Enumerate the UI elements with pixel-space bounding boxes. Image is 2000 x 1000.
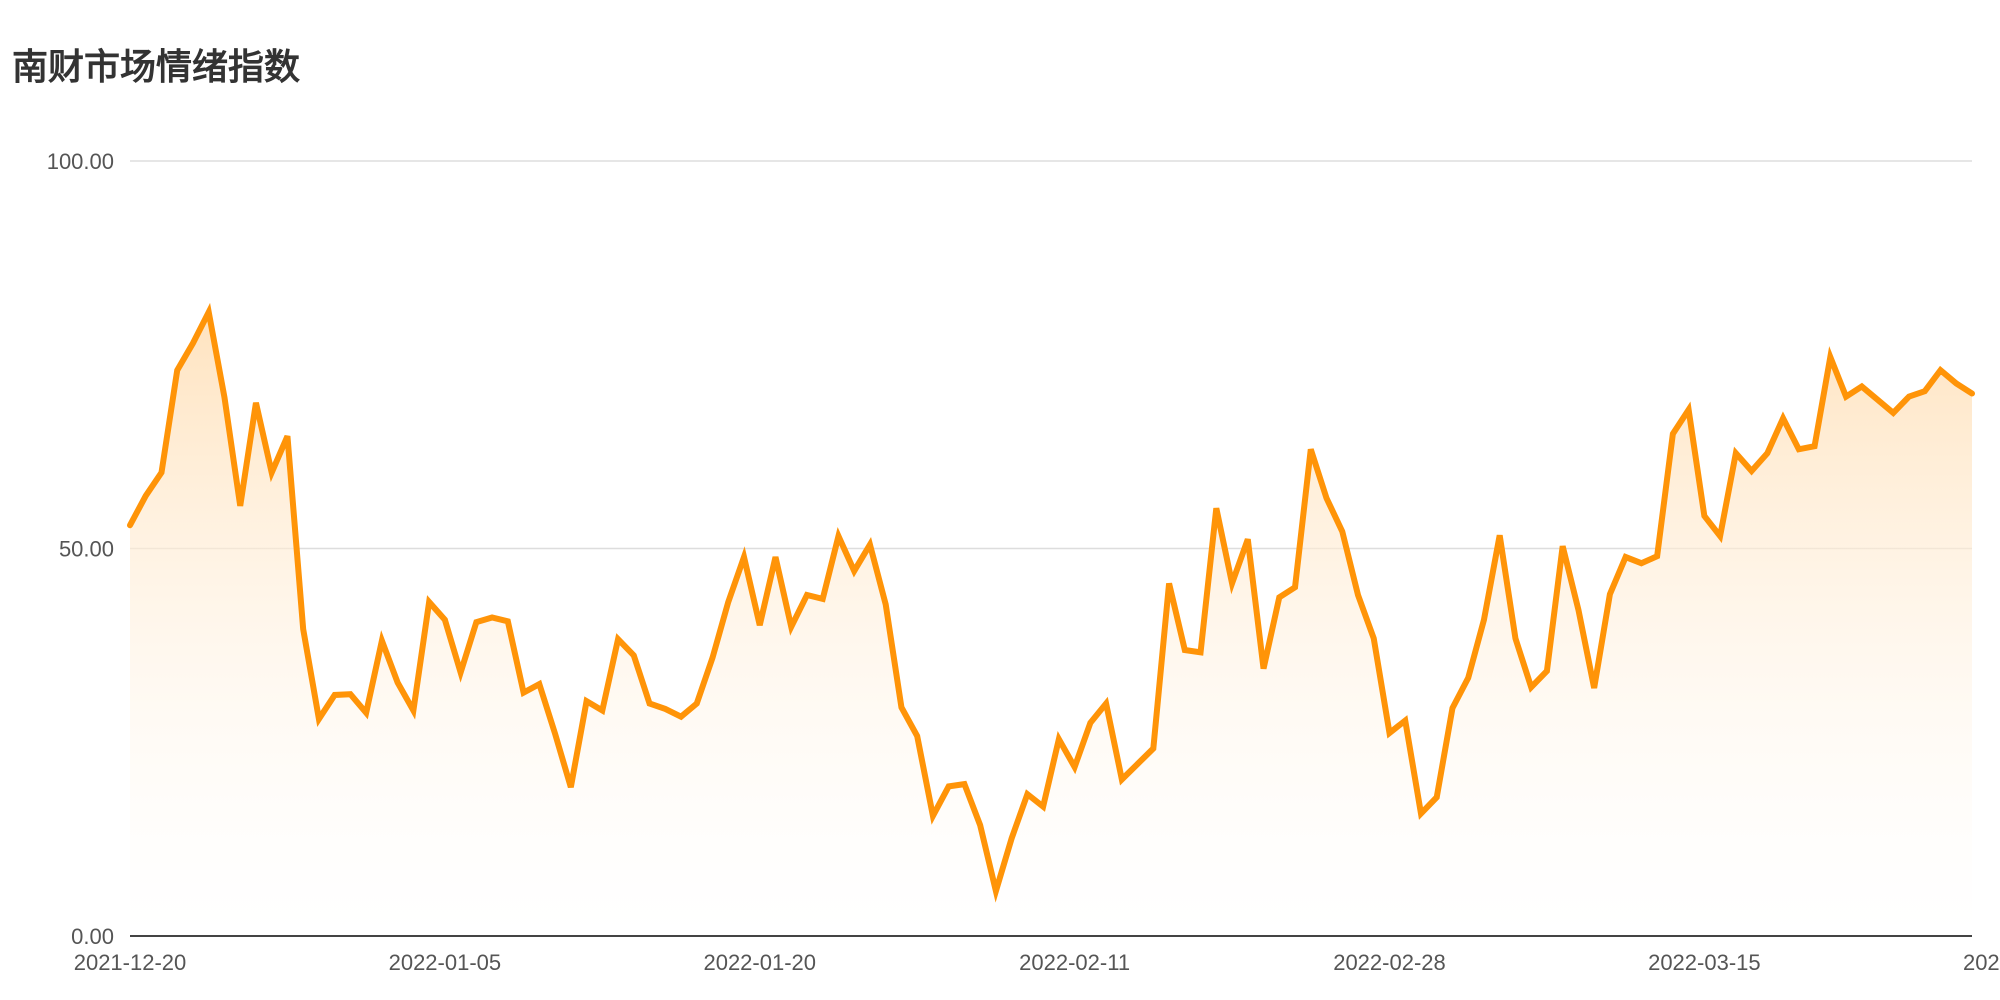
y-tick-label: 50.00 <box>59 537 114 562</box>
x-tick-label: 2021-12-20 <box>74 950 187 975</box>
chart-title: 南财市场情绪指数 <box>12 47 301 88</box>
x-tick-label: 2022-02-11 <box>1019 950 1130 975</box>
x-tick-label: 2022-03-15 <box>1648 950 1761 975</box>
series-area-fill <box>130 312 1972 936</box>
series-line <box>127 302 1975 903</box>
x-tick-label: 2022-01-20 <box>703 950 816 975</box>
y-axis-ticks: 0.00 50.00 100.00 <box>47 149 114 949</box>
x-tick-label: 2022-01-05 <box>389 950 502 975</box>
y-tick-label: 100.00 <box>47 149 114 174</box>
x-axis-ticks: 2021-12-20 2022-01-05 2022-01-20 2022-02-11… <box>74 950 2000 975</box>
x-tick-label: 2022-03-30 <box>1963 950 2000 975</box>
x-tick-label: 2022-02-28 <box>1333 950 1446 975</box>
y-tick-label: 0.00 <box>71 924 114 949</box>
